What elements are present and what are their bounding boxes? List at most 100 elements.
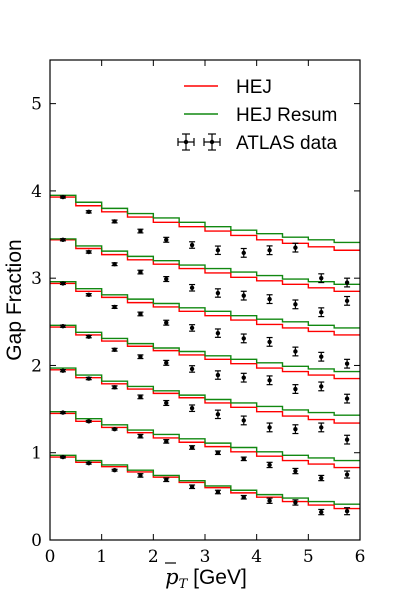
atlas-data-point-6-4 xyxy=(163,236,170,243)
atlas-data-point-4-6 xyxy=(214,328,221,338)
data-marker xyxy=(241,456,246,462)
series-hej-resum-step-1 xyxy=(50,411,360,462)
atlas-data-point-3-3 xyxy=(137,354,144,360)
atlas-data-point-5-10 xyxy=(318,307,325,318)
atlas-data-point-3-11 xyxy=(344,393,351,404)
data-marker xyxy=(319,475,324,481)
atlas-data-point-1-10 xyxy=(318,474,325,482)
data-marker xyxy=(86,334,91,339)
series-hej-resum-step-5 xyxy=(50,238,360,285)
data-marker xyxy=(164,320,169,325)
data-marker xyxy=(60,410,66,415)
atlas-data-point-4-8 xyxy=(266,336,273,347)
atlas-data-point-4-11 xyxy=(344,358,351,369)
atlas-data-point-6-5 xyxy=(189,241,196,249)
atlas-data-point-3-1 xyxy=(85,334,92,339)
atlas-data-point-2-0 xyxy=(59,368,66,373)
data-marker xyxy=(215,412,221,417)
data-marker xyxy=(189,325,195,331)
atlas-data-point-3-5 xyxy=(189,365,196,373)
y-tick-label: 0 xyxy=(31,531,42,551)
data-marker xyxy=(319,384,324,389)
series-hej-resum-step-3 xyxy=(50,324,360,373)
data-marker xyxy=(293,500,298,505)
series-hej-resum-step-4 xyxy=(50,280,360,329)
data-marker xyxy=(241,375,246,380)
data-marker xyxy=(267,248,272,253)
data-marker xyxy=(112,219,117,224)
data-marker xyxy=(164,360,169,366)
data-marker xyxy=(60,323,66,329)
data-marker xyxy=(60,281,66,286)
atlas-data-point-5-2 xyxy=(111,262,118,267)
data-marker xyxy=(189,484,195,489)
atlas-data-point-5-1 xyxy=(85,249,92,255)
series-hej-step-5 xyxy=(50,239,360,292)
data-marker xyxy=(86,419,91,424)
atlas-data-point-1-7 xyxy=(240,456,247,462)
data-marker xyxy=(112,385,117,390)
data-marker xyxy=(86,249,91,255)
data-marker xyxy=(164,400,169,406)
data-marker xyxy=(319,425,324,430)
data-marker xyxy=(164,276,169,282)
data-marker xyxy=(267,425,272,430)
data-marker xyxy=(86,209,91,215)
atlas-data-point-1-0 xyxy=(59,410,66,415)
atlas-data-point-3-9 xyxy=(292,384,299,394)
tick-layer: 0 1 2 3 4 5 6 0 1 2 3 4 5 xyxy=(31,60,365,567)
atlas-data-point-2-4 xyxy=(163,399,170,407)
data-marker xyxy=(293,245,298,250)
series-hej-step-4 xyxy=(50,282,360,336)
data-marker xyxy=(138,228,143,234)
legend-atlas-data-marker xyxy=(177,133,221,151)
data-marker xyxy=(138,311,143,317)
data-marker xyxy=(267,339,272,345)
atlas-data-point-4-0 xyxy=(59,281,66,286)
atlas-data-point-4-9 xyxy=(292,346,299,357)
data-marker xyxy=(112,426,117,432)
data-marker xyxy=(215,330,221,336)
atlas-data-point-0-10 xyxy=(318,508,325,516)
atlas-data-point-3-4 xyxy=(163,359,170,366)
atlas-data-point-3-0 xyxy=(59,323,66,329)
atlas-data-point-4-2 xyxy=(111,304,118,310)
atlas-data-point-1-8 xyxy=(266,461,273,469)
data-marker xyxy=(241,418,246,423)
data-marker xyxy=(215,450,221,455)
data-marker xyxy=(267,498,272,503)
atlas-data-point-4-10 xyxy=(318,351,325,362)
atlas-data-point-1-9 xyxy=(292,467,299,475)
data-marker xyxy=(319,354,324,359)
x-axis-label-variable: p xyxy=(165,565,178,589)
atlas-data-point-6-9 xyxy=(292,242,299,253)
atlas-data-point-4-4 xyxy=(163,319,170,326)
atlas-data-point-1-2 xyxy=(111,426,118,432)
x-axis-label: pT [GeV] xyxy=(165,565,247,592)
data-marker xyxy=(138,473,143,478)
atlas-data-point-3-2 xyxy=(111,347,118,352)
data-marker xyxy=(241,495,246,500)
data-marker xyxy=(267,462,272,468)
series-hej-step-3 xyxy=(50,326,360,380)
atlas-data-point-0-6 xyxy=(214,489,221,495)
y-tick-label: 5 xyxy=(31,95,42,115)
atlas-data-point-2-7 xyxy=(240,415,247,426)
atlas-data-point-4-1 xyxy=(85,292,92,297)
atlas-data-point-0-2 xyxy=(111,467,118,473)
data-marker xyxy=(241,250,246,256)
atlas-data-point-0-4 xyxy=(163,477,170,483)
atlas-data-point-0-0 xyxy=(59,454,66,460)
legend: HEJ HEJ Resum ATLAS data xyxy=(177,77,337,154)
atlas-data-point-6-6 xyxy=(214,245,221,256)
atlas-data-point-2-1 xyxy=(85,376,92,381)
atlas-data-point-0-1 xyxy=(85,461,92,466)
atlas-data-point-2-9 xyxy=(292,424,299,435)
data-marker xyxy=(293,426,298,432)
atlas-data-point-5-6 xyxy=(214,288,221,298)
data-marker xyxy=(112,304,117,310)
atlas-data-point-4-5 xyxy=(189,324,196,332)
atlas-data-point-2-10 xyxy=(318,422,325,433)
atlas-data-point-3-8 xyxy=(266,375,273,386)
